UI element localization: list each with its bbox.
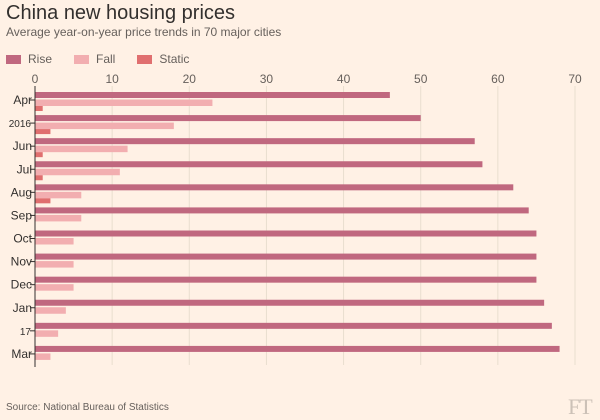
bar-rise — [35, 299, 545, 306]
bar-rise — [35, 161, 483, 168]
bar-static — [35, 152, 43, 158]
bar-fall — [35, 238, 74, 245]
bar-rise — [35, 322, 552, 329]
x-tick-label: 30 — [260, 72, 274, 86]
bar-static — [35, 106, 43, 111]
bar-fall — [35, 122, 174, 130]
legend-swatch-static — [137, 54, 153, 64]
ft-logo: FT — [568, 394, 593, 419]
bar-static — [35, 198, 51, 204]
legend-swatch-rise — [6, 54, 21, 64]
x-tick-label: 20 — [183, 72, 197, 86]
category-label: 2016 — [9, 119, 32, 130]
legend-item-static: Static — [137, 52, 189, 66]
chart-title: China new housing prices — [6, 2, 236, 24]
bar-static — [35, 129, 51, 135]
legend-item-rise: Rise — [6, 52, 52, 66]
category-label: Apr — [13, 93, 32, 107]
bar-rise — [35, 345, 560, 352]
chart-subtitle: Average year-on-year price trends in 70 … — [6, 25, 282, 39]
bar-rise — [35, 253, 537, 260]
category-label: Dec — [11, 278, 32, 292]
bar-fall — [35, 307, 66, 314]
bar-fall — [35, 284, 74, 291]
bar-rise — [35, 184, 514, 191]
bar-fall — [35, 168, 120, 176]
bar-fall — [35, 214, 82, 222]
legend-label-static: Static — [159, 52, 190, 66]
x-tick-label: 0 — [32, 72, 39, 86]
legend-label-rise: Rise — [28, 52, 53, 66]
legend-item-fall: Fall — [74, 52, 115, 66]
category-label: Nov — [11, 255, 32, 269]
x-tick-label: 40 — [337, 72, 351, 86]
x-tick-label: 70 — [568, 72, 582, 86]
bar-fall — [35, 261, 74, 268]
x-tick-label: 10 — [105, 72, 119, 86]
bar-static — [35, 175, 43, 181]
bar-rise — [35, 138, 475, 145]
bar-fall — [35, 99, 213, 106]
x-tick-label: 50 — [414, 72, 428, 86]
category-label: Jan — [13, 301, 32, 315]
legend-label-fall: Fall — [96, 52, 116, 66]
category-label: Mar — [11, 347, 32, 361]
legend: Rise Fall Static — [6, 52, 211, 66]
x-tick-label: 60 — [491, 72, 505, 86]
bar-fall — [35, 191, 82, 199]
bar-rise — [35, 92, 390, 98]
bar-rise — [35, 115, 421, 122]
legend-swatch-fall — [74, 54, 90, 64]
bar-fall — [35, 330, 59, 337]
category-label: Jul — [17, 162, 32, 176]
category-label: Oct — [13, 232, 32, 246]
source-note: Source: National Bureau of Statistics — [6, 402, 169, 413]
bar-rise — [35, 207, 529, 214]
category-label: 17 — [20, 327, 32, 338]
bar-fall — [35, 145, 128, 153]
category-label: Jun — [13, 139, 32, 153]
category-label: Aug — [11, 185, 32, 199]
bar-rise — [35, 276, 537, 283]
bar-rise — [35, 230, 537, 237]
category-label: Sep — [11, 208, 33, 222]
bar-fall — [35, 353, 51, 360]
